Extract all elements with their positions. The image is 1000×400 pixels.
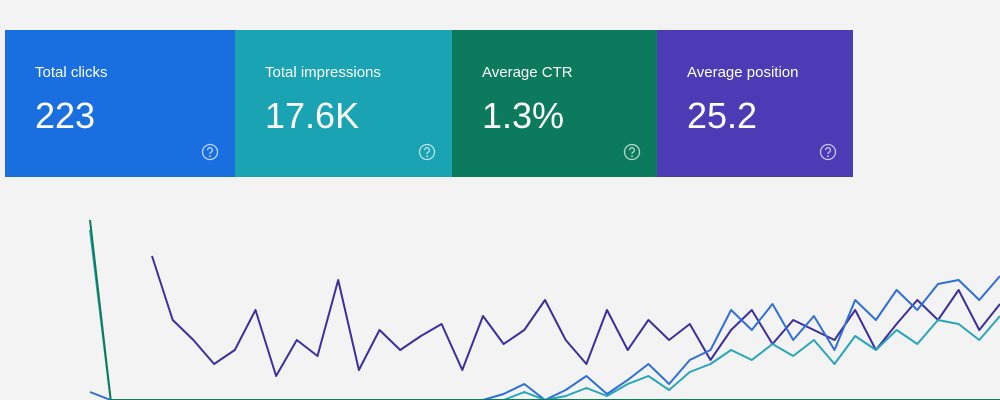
help-icon[interactable] — [623, 143, 641, 161]
metric-card[interactable]: Average position 25.2 — [657, 30, 853, 177]
metric-label: Total clicks — [35, 64, 108, 81]
metric-value: 223 — [35, 95, 96, 136]
help-icon[interactable] — [819, 143, 837, 161]
metric-card[interactable]: Total impressions 17.6K — [235, 30, 452, 177]
metric-card[interactable]: Average CTR 1.3% — [452, 30, 657, 177]
metric-value: 17.6K — [265, 95, 360, 136]
metric-label: Average CTR — [482, 64, 573, 81]
series-line — [89, 275, 1000, 400]
metric-label: Total impressions — [265, 64, 381, 81]
series-line — [89, 219, 1000, 400]
metric-value: 1.3% — [482, 95, 565, 136]
series-line — [151, 255, 1000, 377]
metric-cards: Total clicks 223 Total impressions 17.6K Ave… — [5, 30, 853, 177]
metric-value: 25.2 — [687, 95, 758, 136]
help-icon[interactable] — [201, 143, 219, 161]
help-icon[interactable] — [418, 143, 436, 161]
metric-card[interactable]: Total clicks 223 — [5, 30, 235, 177]
metric-label: Average position — [687, 64, 799, 81]
series-line — [89, 229, 1000, 400]
